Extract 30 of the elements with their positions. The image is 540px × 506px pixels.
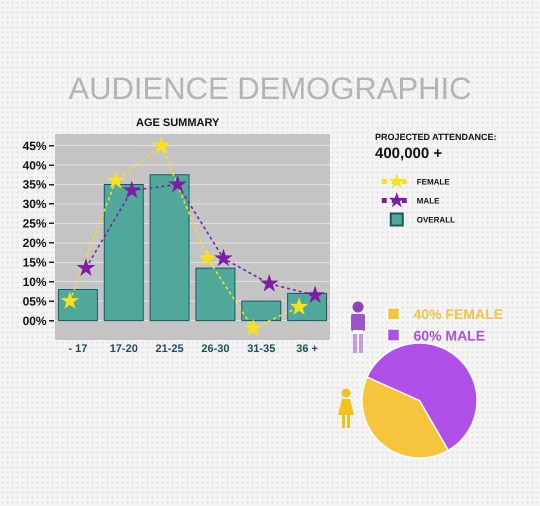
bar <box>58 288 98 322</box>
chart-title: AUDIENCE DEMOGRAPHIC <box>68 70 472 106</box>
legend-label: FEMALE <box>416 178 450 187</box>
y-tick-label: 35% <box>22 178 47 192</box>
y-tick-label: 30% <box>22 197 47 212</box>
x-tick-label: 31-35 <box>247 343 276 355</box>
y-tick-label: 15% <box>22 255 47 270</box>
y-tick-label: 20% <box>22 236 47 250</box>
legend-label: OVERALL <box>416 216 456 225</box>
text: 400,000 + <box>375 145 442 162</box>
y-tick-label: 25% <box>22 216 47 231</box>
x-tick-label: 21-25 <box>156 343 184 355</box>
x-tick-label: 26-30 <box>201 343 230 355</box>
legend-label: 60% MALE <box>414 327 486 344</box>
bar <box>104 184 144 322</box>
legend-label: 40% FEMALE <box>414 306 503 322</box>
x-tick-label: - 17 <box>68 343 88 355</box>
chart-subtitle: AGE SUMMARY <box>136 117 220 129</box>
text: PROJECTED ATTENDANCE: <box>375 132 497 142</box>
y-tick-label: 45% <box>22 138 47 153</box>
y-tick-label: 40% <box>22 158 47 172</box>
y-tick-label: 05% <box>22 294 47 308</box>
x-tick-label: 36 + <box>296 343 318 355</box>
y-tick-label: 10% <box>22 274 47 289</box>
bar <box>195 268 236 322</box>
bar <box>150 174 190 322</box>
legend-label: MALE <box>416 196 440 206</box>
y-tick-label: 00% <box>22 314 47 328</box>
bar <box>241 300 282 322</box>
x-tick-label: 17-20 <box>110 343 138 355</box>
